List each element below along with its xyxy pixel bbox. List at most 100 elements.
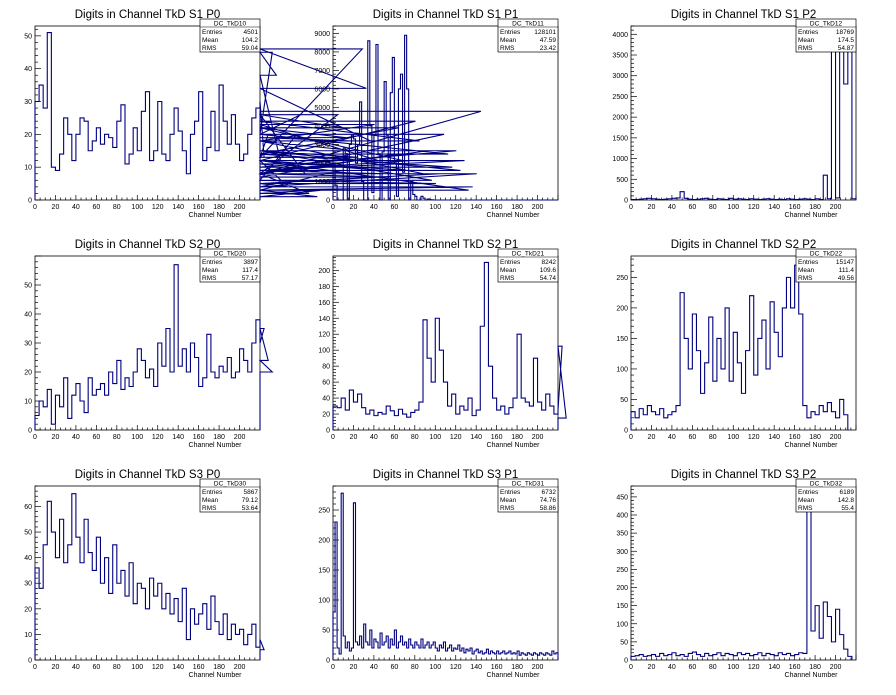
stats-box	[199, 478, 261, 513]
stats-name: DC_TkD20	[214, 251, 247, 258]
stats-label-rms: RMS	[500, 505, 515, 512]
y-tick-label: 1500	[612, 135, 628, 142]
x-tick-label: 20	[350, 434, 358, 441]
y-tick-label: 100	[318, 348, 330, 355]
y-tick-label: 10	[24, 632, 32, 639]
x-tick-label: 40	[370, 204, 378, 211]
chart-title: Digits in Channel TkD S1 P2	[671, 9, 817, 21]
y-tick-label: 50	[24, 283, 32, 290]
y-tick-label: 2000	[314, 160, 330, 167]
y-tick-label: 180	[318, 284, 330, 291]
stats-value-rms: 54.74	[540, 275, 557, 282]
x-tick-label: 20	[52, 204, 60, 211]
x-tick-label: 80	[709, 434, 717, 441]
y-tick-label: 50	[24, 530, 32, 537]
y-tick-label: 30	[24, 581, 32, 588]
stats-box	[497, 248, 559, 283]
stats-value-entries: 6732	[542, 489, 557, 496]
x-tick-label: 60	[390, 664, 398, 671]
y-tick-label: 120	[318, 332, 330, 339]
y-tick-label: 1000	[612, 156, 628, 163]
stats-label-mean: Mean	[500, 37, 517, 44]
y-tick-label: 300	[616, 549, 628, 556]
stats-name: DC_TkD30	[214, 481, 247, 488]
x-tick-label: 80	[411, 664, 419, 671]
x-tick-label: 60	[92, 664, 100, 671]
stats-value-entries: 3897	[244, 259, 259, 266]
y-tick-label: 10	[24, 399, 32, 406]
stats-name: DC_TkD21	[512, 251, 545, 258]
x-tick-label: 60	[390, 434, 398, 441]
y-tick-label: 3000	[314, 142, 330, 149]
stats-value-mean: 79.12	[242, 497, 259, 504]
stats-value-mean: 117.4	[242, 267, 258, 274]
stats-value-rms: 54.87	[838, 45, 855, 52]
chart-title: Digits in Channel TkD S2 P1	[373, 239, 519, 251]
stats-label-mean: Mean	[202, 497, 219, 504]
x-tick-label: 100	[429, 434, 441, 441]
stats-label-rms: RMS	[202, 505, 217, 512]
x-tick-label: 140	[768, 434, 780, 441]
stats-value-rms: 55.4	[841, 505, 854, 512]
x-tick-label: 0	[629, 434, 633, 441]
x-tick-label: 100	[131, 204, 143, 211]
x-tick-label: 80	[411, 204, 419, 211]
stats-value-rms: 23.42	[540, 45, 557, 52]
x-tick-label: 40	[370, 434, 378, 441]
x-tick-label: 160	[193, 664, 205, 671]
stats-label-entries: Entries	[798, 29, 819, 36]
x-tick-label: 120	[450, 434, 462, 441]
stats-label-rms: RMS	[798, 275, 813, 282]
x-tick-label: 160	[789, 204, 801, 211]
y-tick-label: 5000	[314, 105, 330, 112]
stats-value-entries: 8242	[542, 259, 557, 266]
y-tick-label: 0	[326, 658, 330, 665]
x-tick-label: 200	[532, 434, 544, 441]
chart-title: Digits in Channel TkD S3 P1	[373, 469, 519, 481]
x-tick-label: 80	[113, 434, 121, 441]
y-tick-label: 350	[616, 531, 628, 538]
stats-value-mean: 47.59	[540, 37, 557, 44]
y-tick-label: 20	[24, 370, 32, 377]
stats-value-entries: 15147	[836, 259, 854, 266]
stats-value-rms: 59.04	[242, 45, 259, 52]
stats-name: DC_TkD31	[512, 481, 545, 488]
stats-label-rms: RMS	[500, 275, 515, 282]
x-tick-label: 20	[648, 434, 656, 441]
x-tick-label: 180	[809, 204, 821, 211]
x-tick-label: 180	[511, 664, 523, 671]
y-tick-label: 9000	[314, 31, 330, 38]
histogram-line	[630, 264, 849, 430]
x-tick-label: 140	[470, 434, 482, 441]
x-tick-label: 0	[33, 434, 37, 441]
stats-label-mean: Mean	[202, 37, 219, 44]
x-tick-label: 180	[511, 204, 523, 211]
stats-name: DC_TkD32	[810, 481, 843, 488]
x-tick-label: 120	[748, 434, 760, 441]
y-tick-label: 0	[624, 658, 628, 665]
x-tick-label: 160	[193, 434, 205, 441]
x-axis-label: Channel Number	[487, 672, 541, 679]
stats-label-mean: Mean	[798, 37, 815, 44]
x-tick-label: 0	[331, 664, 335, 671]
x-tick-label: 100	[727, 204, 739, 211]
stats-label-rms: RMS	[500, 45, 515, 52]
x-tick-label: 20	[648, 204, 656, 211]
histogram-line	[332, 492, 559, 660]
x-tick-label: 100	[727, 664, 739, 671]
y-tick-label: 2500	[612, 94, 628, 101]
stats-box	[199, 248, 261, 283]
x-tick-label: 40	[668, 434, 676, 441]
x-tick-label: 120	[152, 204, 164, 211]
stats-value-entries: 6189	[840, 489, 855, 496]
y-tick-label: 7000	[314, 68, 330, 75]
y-tick-label: 10	[24, 165, 32, 172]
stats-value-mean: 111.4	[839, 267, 855, 274]
x-tick-label: 0	[331, 434, 335, 441]
histogram-line	[332, 34, 558, 201]
x-tick-label: 120	[450, 664, 462, 671]
y-tick-label: 30	[24, 99, 32, 106]
x-tick-label: 40	[72, 204, 80, 211]
stats-value-entries: 128101	[534, 29, 556, 36]
